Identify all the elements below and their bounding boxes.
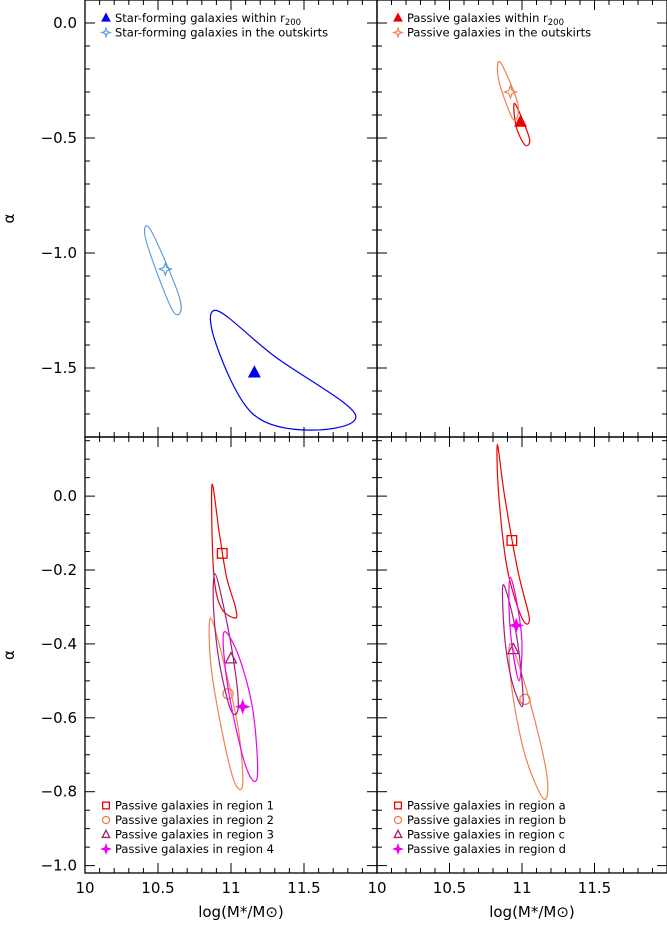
data-point-1: [247, 365, 261, 378]
legend-label: Passive galaxies in region 1: [115, 799, 274, 813]
data-point-2: [519, 693, 531, 706]
data-point-2: [157, 261, 174, 277]
data-point-4: [234, 698, 251, 715]
y-tick-label: −0.2: [41, 561, 77, 579]
contour-2: [144, 225, 182, 316]
data-point-1: [514, 114, 528, 127]
legend-marker: [393, 801, 403, 810]
legend-label: Star-forming galaxies within r200: [115, 11, 301, 28]
data-point-1: [216, 547, 228, 559]
panel-bottom-left: 0.0 −0.2 −0.4 −0.6 −0.8 −1.0 10 10.5 11 11.5 α log(…: [0, 436, 378, 921]
panel-frame: [84, 0, 378, 438]
x-tick-label: 11.5: [287, 879, 320, 897]
x-tick-label: 11: [221, 879, 240, 897]
y-tick-label: −0.4: [41, 635, 77, 653]
x-axis-label: log(M*/M⊙): [489, 903, 575, 921]
legend-label: Passive galaxies in region a: [407, 799, 566, 813]
legend-marker: [393, 12, 403, 22]
legend-marker: [393, 815, 403, 825]
y-tick-label: −0.5: [41, 129, 77, 147]
legend-label: Passive galaxies in region 3: [115, 828, 274, 842]
contour-1: [496, 443, 530, 625]
data-point-4: [508, 617, 524, 634]
legend-marker: [101, 815, 111, 825]
legend-label: Passive galaxies in region 4: [115, 842, 274, 856]
y-axis-label: α: [0, 650, 18, 660]
contour-1: [513, 102, 531, 147]
panel-top-left: 0.0 −0.5 −1.0 −1.5 α Star-forming galaxies wi…: [0, 0, 378, 438]
y-tick-label: −1.0: [41, 244, 77, 262]
data-point-1: [506, 535, 518, 546]
contour-2: [508, 643, 549, 801]
legend-label: Passive galaxies in region d: [407, 842, 566, 856]
y-tick-label: −1.0: [41, 857, 77, 875]
legend-label: Passive galaxies in the outskirts: [407, 26, 591, 40]
x-tick-label: 10: [75, 879, 94, 897]
legend-marker: [100, 843, 112, 855]
legend-marker: [392, 26, 404, 39]
legend-label: Passive galaxies in region b: [407, 813, 566, 827]
legend-marker: [101, 801, 111, 810]
legend-marker: [101, 12, 111, 22]
legend-label: Passive galaxies in region c: [407, 828, 565, 842]
legend-subscript: 200: [285, 18, 301, 28]
legend-marker: [393, 828, 403, 839]
legend-subscript: 200: [548, 18, 564, 28]
x-axis-label: log(M*/M⊙): [198, 903, 284, 921]
x-tick-label: 11: [512, 879, 531, 897]
contour-3: [212, 573, 239, 716]
y-tick-label: 0.0: [53, 14, 77, 32]
y-tick-label: −0.6: [41, 709, 77, 727]
data-point-3: [224, 651, 238, 664]
contour-4: [508, 576, 523, 682]
x-tick-label: 11.5: [578, 879, 611, 897]
legend: Star-forming galaxies within r200Star-fo…: [100, 11, 328, 40]
panel-frame: [376, 0, 667, 438]
legend-label: Star-forming galaxies in the outskirts: [115, 26, 328, 40]
legend-label: Passive galaxies within r200: [407, 11, 564, 28]
x-tick-label: 10.5: [141, 879, 174, 897]
contour-1: [210, 483, 238, 619]
data-point-2: [502, 84, 519, 100]
contour-1: [209, 309, 357, 431]
y-tick-label: −0.8: [41, 783, 77, 801]
y-tick-label: 0.0: [53, 487, 77, 505]
y-tick-label: −1.5: [41, 359, 77, 377]
y-axis-label: α: [0, 213, 18, 223]
x-tick-label: 10.5: [433, 879, 466, 897]
x-tick-label: 10: [367, 879, 386, 897]
legend-marker: [101, 828, 111, 839]
legend-label: Passive galaxies in region 2: [115, 813, 274, 827]
legend-marker: [392, 843, 404, 855]
legend-marker: [100, 26, 112, 39]
contour-4: [222, 631, 259, 782]
